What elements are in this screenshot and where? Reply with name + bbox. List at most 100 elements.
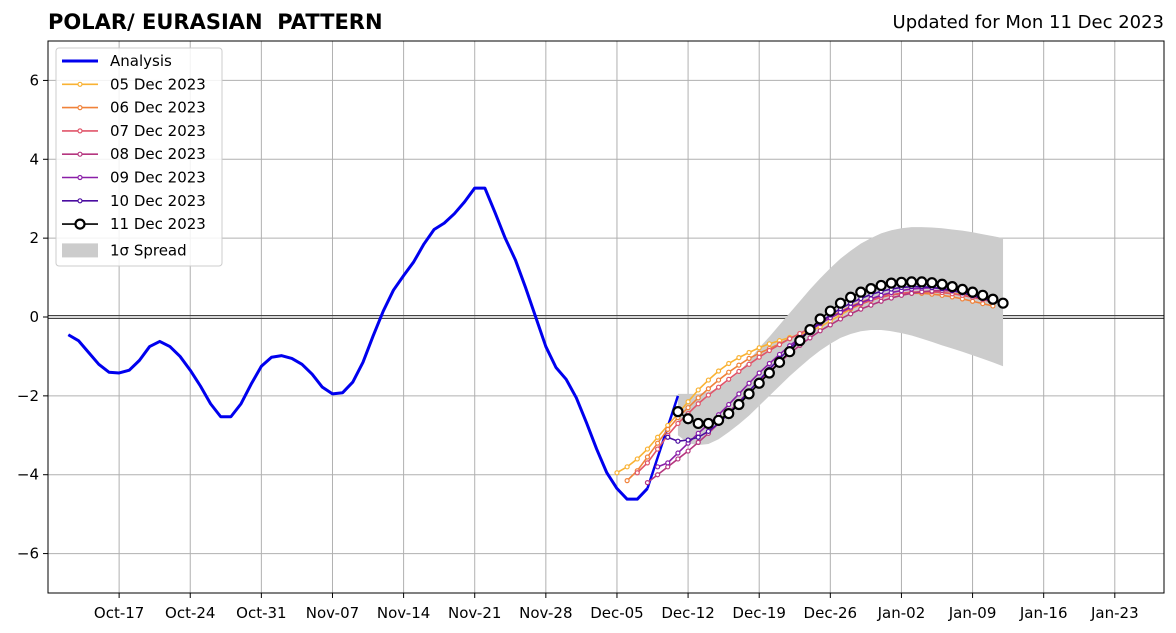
forecast-point xyxy=(726,369,732,375)
analysis-line xyxy=(67,186,649,501)
forecast-11dec-point xyxy=(895,276,908,288)
forecast-11dec-point xyxy=(804,324,816,336)
forecast-point xyxy=(837,316,844,322)
forecast-point xyxy=(705,392,712,398)
forecast-11dec-point xyxy=(814,313,826,325)
forecast-11dec xyxy=(672,276,1009,430)
forecast-point xyxy=(736,391,742,397)
forecast-point xyxy=(726,360,732,367)
y-tick-label: 4 xyxy=(29,150,39,168)
forecast-point xyxy=(654,434,661,440)
forecast-11dec-point xyxy=(763,367,775,379)
forecast-11dec-point xyxy=(723,408,735,420)
legend-label: 07 Dec 2023 xyxy=(110,122,206,140)
forecast-point xyxy=(654,440,661,446)
x-tick-label: Oct-31 xyxy=(236,604,286,622)
legend-swatch-marker xyxy=(77,174,83,181)
forecast-point xyxy=(675,456,681,462)
forecast-point xyxy=(746,380,752,386)
x-tick-label: Dec-26 xyxy=(804,604,858,622)
x-tick-label: Oct-17 xyxy=(94,604,144,622)
forecast-point xyxy=(654,464,661,470)
forecast-11dec-point xyxy=(733,398,745,411)
forecast-11dec-point xyxy=(956,283,969,295)
forecast-point xyxy=(726,401,732,408)
forecast-point xyxy=(675,438,681,444)
x-tick-label: Dec-19 xyxy=(732,604,786,622)
forecast-11dec-point xyxy=(753,377,765,389)
x-tick-label: Jan-23 xyxy=(1090,604,1139,622)
chart-title: POLAR/ EURASIAN PATTERN xyxy=(48,10,383,34)
forecast-point xyxy=(715,377,722,383)
x-tick-label: Jan-09 xyxy=(948,604,997,622)
legend-swatch-marker xyxy=(77,128,83,134)
legend-label: 10 Dec 2023 xyxy=(110,192,206,210)
forecast-11dec-point xyxy=(712,414,725,426)
forecast-point xyxy=(705,428,712,434)
x-tick-label: Dec-05 xyxy=(590,604,644,622)
legend-swatch-marker xyxy=(77,151,83,157)
forecast-point xyxy=(756,370,762,376)
legend-swatch-marker xyxy=(77,81,83,87)
forecast-point xyxy=(817,328,823,334)
forecast-11dec-point xyxy=(926,277,938,289)
forecast-point xyxy=(654,472,661,478)
legend-label: 05 Dec 2023 xyxy=(110,75,206,93)
forecast-point xyxy=(736,362,742,368)
forecast-point xyxy=(746,355,752,361)
plot-area xyxy=(67,186,1009,501)
x-tick-label: Nov-07 xyxy=(306,604,359,622)
forecast-point xyxy=(827,322,833,328)
forecast-point xyxy=(695,395,701,401)
forecast-point xyxy=(644,480,651,486)
y-tick-label: −4 xyxy=(17,466,39,484)
x-tick-label: Dec-12 xyxy=(661,604,715,622)
forecast-point xyxy=(695,434,701,440)
forecast-11dec-point xyxy=(834,297,847,309)
forecast-point xyxy=(644,454,651,460)
forecast-11dec-point xyxy=(692,417,704,430)
forecast-point xyxy=(756,345,762,351)
forecast-point xyxy=(665,426,671,432)
y-tick-label: 6 xyxy=(29,71,39,89)
forecast-11dec-point xyxy=(865,283,877,295)
forecast-11dec-point xyxy=(672,406,684,418)
x-tick-label: Nov-28 xyxy=(519,604,572,622)
forecast-11dec-point xyxy=(977,289,989,301)
forecast-11dec-point xyxy=(936,278,948,290)
forecast-point xyxy=(685,437,691,443)
forecast-point xyxy=(908,290,915,296)
legend-label: 08 Dec 2023 xyxy=(110,145,206,163)
x-tick-label: Jan-02 xyxy=(877,604,926,622)
forecast-point xyxy=(766,347,772,354)
forecast-11dec-point xyxy=(987,293,999,305)
forecast-11dec-point xyxy=(946,281,958,293)
forecast-11dec-point xyxy=(855,286,867,298)
forecast-point xyxy=(787,336,793,342)
forecast-point xyxy=(848,311,854,317)
forecast-11dec-point xyxy=(743,388,755,400)
forecast-point xyxy=(614,470,620,476)
updated-date: Updated for Mon 11 Dec 2023 xyxy=(892,12,1164,33)
forecast-point xyxy=(878,298,884,304)
forecast-point xyxy=(665,460,671,466)
forecast-point xyxy=(675,420,681,427)
forecast-point xyxy=(685,399,691,405)
forecast-11dec-point xyxy=(916,276,928,288)
x-tick-label: Nov-21 xyxy=(448,604,501,622)
legend-swatch-marker xyxy=(74,218,86,230)
x-tick-label: Oct-24 xyxy=(165,604,215,622)
forecast-point xyxy=(654,446,661,452)
forecast-point xyxy=(776,342,783,348)
legend: Analysis 05 Dec 2023 06 Dec 2023 07 Dec 202… xyxy=(55,47,223,267)
legend-label: 09 Dec 2023 xyxy=(110,169,206,187)
y-tick-label: 2 xyxy=(29,229,39,247)
legend-swatch-spread xyxy=(62,243,98,258)
forecast-11dec-point xyxy=(885,277,897,289)
legend-swatch-marker xyxy=(77,104,83,111)
forecast-point xyxy=(634,470,640,476)
legend-label: Analysis xyxy=(110,52,172,70)
forecast-11dec-point xyxy=(773,356,786,368)
forecast-11dec-point xyxy=(784,346,796,358)
